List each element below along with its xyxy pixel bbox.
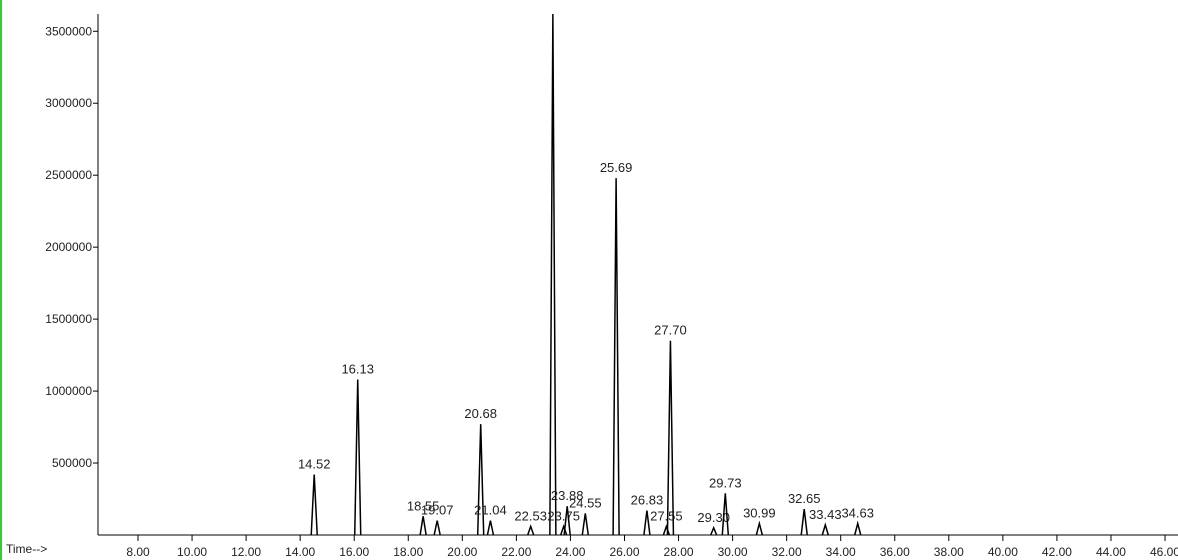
peak <box>663 526 669 535</box>
y-tick-label: 1500000 <box>45 312 92 326</box>
x-tick-label: 42.00 <box>1042 545 1072 559</box>
peak-label: 27.55 <box>650 508 683 523</box>
peak <box>355 380 361 535</box>
peak-label: 30.99 <box>743 505 776 520</box>
y-tick-label: 2000000 <box>45 240 92 254</box>
peak-label: 25.69 <box>600 160 633 175</box>
x-axis-label: Time--> <box>6 542 47 556</box>
peak <box>667 341 673 535</box>
x-tick-label: 40.00 <box>988 545 1018 559</box>
peak <box>711 528 717 535</box>
y-tick-label: 500000 <box>52 456 92 470</box>
peak <box>528 526 534 535</box>
x-tick-label: 46.00 <box>1150 545 1178 559</box>
x-tick-label: 32.00 <box>772 545 802 559</box>
peak-label: 33.43 <box>809 507 842 522</box>
peak <box>801 509 807 535</box>
peak-label: 19.07 <box>421 503 454 518</box>
peak-label: 27.70 <box>654 323 687 338</box>
peak <box>478 424 484 535</box>
peak <box>822 525 828 535</box>
x-tick-label: 16.00 <box>339 545 369 559</box>
peak-label: 24.55 <box>569 495 602 510</box>
peak-label: 21.04 <box>474 503 507 518</box>
x-tick-label: 14.00 <box>285 545 315 559</box>
x-tick-label: 22.00 <box>501 545 531 559</box>
x-tick-label: 10.00 <box>177 545 207 559</box>
peak <box>550 14 556 535</box>
peak <box>434 521 440 535</box>
peak <box>582 513 588 535</box>
x-tick-label: 26.00 <box>609 545 639 559</box>
peak-label: 16.13 <box>341 362 374 377</box>
peak <box>420 516 426 535</box>
x-tick-label: 30.00 <box>718 545 748 559</box>
peak-label: 26.83 <box>631 493 664 508</box>
peak <box>311 475 317 535</box>
y-tick-label: 1000000 <box>45 384 92 398</box>
y-tick-label: 3000000 <box>45 96 92 110</box>
peak-label: 29.73 <box>709 475 742 490</box>
peak-label: 22.53 <box>514 508 547 523</box>
peak-label: 14.52 <box>298 457 331 472</box>
x-tick-label: 34.00 <box>826 545 856 559</box>
peak-label: 23.75 <box>547 508 580 523</box>
peak-label: 20.68 <box>464 406 497 421</box>
y-tick-label: 2500000 <box>45 168 92 182</box>
x-tick-label: 38.00 <box>934 545 964 559</box>
x-tick-label: 44.00 <box>1096 545 1126 559</box>
x-tick-label: 18.00 <box>393 545 423 559</box>
peak-label: 32.65 <box>788 491 821 506</box>
peak <box>756 523 762 535</box>
peak <box>644 511 650 535</box>
peak-label: 29.30 <box>697 510 730 525</box>
peak <box>855 523 861 535</box>
y-tick-label: 3500000 <box>45 24 92 38</box>
peak-label: 34.63 <box>841 505 874 520</box>
peak <box>613 178 619 535</box>
x-tick-label: 36.00 <box>880 545 910 559</box>
chart: Time--> 500000 1000000 1500000 2000000 25000… <box>0 0 1178 560</box>
x-tick-label: 24.00 <box>555 545 585 559</box>
peak <box>487 521 493 535</box>
x-tick-label: 28.00 <box>664 545 694 559</box>
x-tick-label: 12.00 <box>231 545 261 559</box>
x-tick-label: 20.00 <box>447 545 477 559</box>
x-tick-label: 8.00 <box>126 545 150 559</box>
